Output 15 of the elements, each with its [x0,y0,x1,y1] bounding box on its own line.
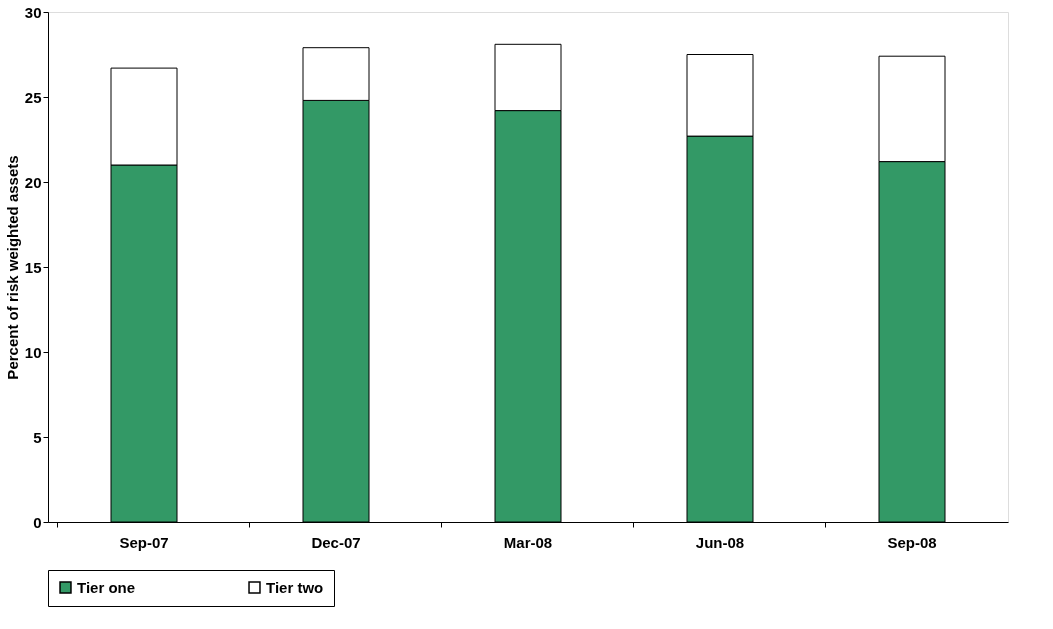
x-tick-label: Sep-08 [887,533,937,551]
y-axis-title: Percent of risk weighted assets [3,155,21,380]
y-tick-label: 5 [33,428,42,446]
y-tick-label: 20 [24,173,42,191]
legend-label: Tier two [266,578,324,596]
x-tick-label: Jun-08 [695,533,745,551]
x-tick-label: Dec-07 [311,533,361,551]
y-tick-label: 10 [24,343,42,361]
x-tick-label: Sep-07 [119,533,169,551]
x-tick-label: Mar-08 [503,533,553,551]
y-tick-label: 15 [24,258,42,276]
y-tick-label: 0 [33,513,42,531]
legend-label: Tier one [77,578,136,596]
y-tick-label: 30 [24,3,42,21]
y-tick-label: 25 [24,88,42,106]
